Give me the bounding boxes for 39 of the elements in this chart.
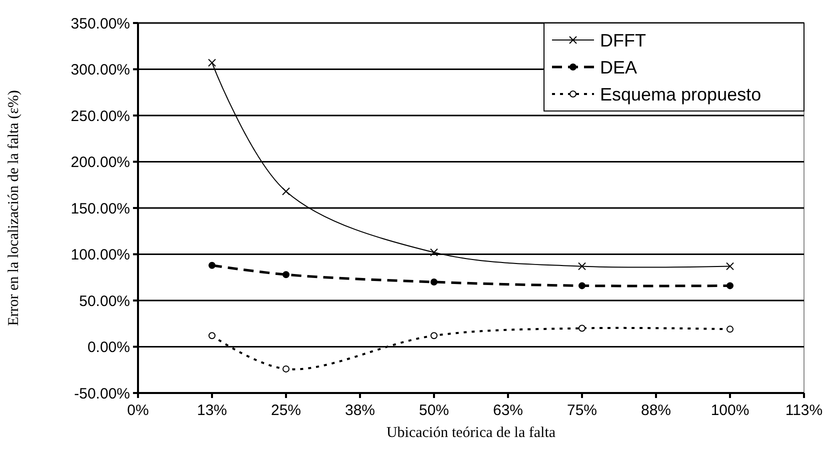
legend-label: DEA <box>600 57 638 78</box>
y-axis-title: Error en la localización de la falta (ε%) <box>6 90 22 326</box>
y-tick-label: 350.00% <box>70 15 130 32</box>
point <box>282 271 290 278</box>
x-tick-label: 38% <box>344 402 376 419</box>
x-tick-label: 113% <box>785 402 823 419</box>
y-tick-label: 50.00% <box>79 292 130 310</box>
y-tick-label: 300.00% <box>70 62 130 78</box>
x-tick-label: 75% <box>566 402 598 419</box>
y-tick-label: 200.00% <box>70 154 130 171</box>
point <box>430 248 438 256</box>
x-tick-label: 63% <box>492 402 524 419</box>
x-tick-label: 25% <box>270 402 302 419</box>
x-axis-title: Ubicación teórica de la falta <box>386 425 556 441</box>
point <box>208 332 216 340</box>
point <box>726 282 734 290</box>
point <box>578 262 586 270</box>
point <box>282 365 290 372</box>
y-tick-label: -50.00% <box>74 385 130 402</box>
x-tick-label: 100% <box>710 402 750 419</box>
x-tick-label: 50% <box>418 402 450 419</box>
legend-label: Esquema propuesto <box>600 84 762 104</box>
point <box>208 58 216 67</box>
y-tick-label: 100.00% <box>70 246 130 264</box>
point <box>578 282 586 290</box>
x-tick-label: 13% <box>196 402 228 419</box>
legend-label: DFFT <box>600 30 646 50</box>
point <box>208 262 216 269</box>
point <box>430 332 438 340</box>
x-tick-label: 88% <box>640 402 672 419</box>
y-tick-label: 150.00% <box>70 200 130 218</box>
point <box>430 278 438 286</box>
x-tick-label: 0% <box>127 402 149 419</box>
y-tick-label: 0.00% <box>87 339 130 356</box>
point <box>726 326 734 333</box>
point <box>726 262 734 270</box>
point <box>578 324 586 332</box>
y-tick-label: 250.00% <box>70 108 130 125</box>
point <box>282 187 290 196</box>
